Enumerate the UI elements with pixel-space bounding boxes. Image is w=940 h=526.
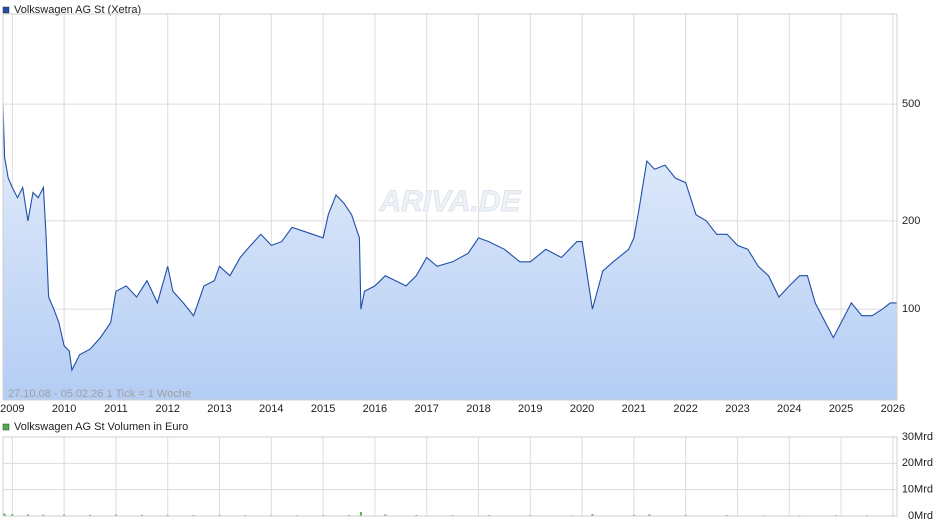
legend-swatch [2, 6, 10, 14]
x-tick-label: 2024 [777, 403, 801, 415]
watermark: ARIVA.DE [378, 185, 521, 218]
x-tick-label: 2020 [570, 403, 594, 415]
x-tick-label: 2022 [673, 403, 697, 415]
volume-bar [11, 514, 14, 516]
volume-bar [648, 514, 651, 516]
volume-bar [166, 514, 169, 516]
x-tick-label: 2014 [259, 403, 283, 415]
x-tick-label: 2011 [104, 403, 128, 415]
volume-bar [487, 514, 490, 516]
volume-bar [359, 512, 362, 516]
volume-bar [347, 514, 350, 516]
volume-bar [26, 514, 29, 516]
x-tick-label: 2018 [466, 403, 490, 415]
line [2, 104, 897, 372]
volume-bar [192, 514, 195, 516]
y-tick-label: 100 [902, 303, 920, 315]
legend-swatch [2, 423, 10, 431]
volume-plot: 0Mrd 10Mrd 20Mrd 30Mrd [3, 431, 933, 522]
y-tick-label: 500 [902, 98, 920, 110]
price-plot: 2009 2010 2011 2012 2013 2014 2015 2016 2017 2018… [0, 14, 920, 415]
x-tick-label: 2021 [622, 403, 646, 415]
x-tick-label: 2009 [0, 403, 24, 415]
x-tick-label: 2025 [829, 403, 853, 415]
chart-title: Volkswagen AG St Volumen in Euro [14, 421, 188, 433]
annotation: 27.10.08 - 05.02.26 1 Tick = 1 Woche [8, 388, 191, 400]
volume-bar [384, 514, 387, 516]
x-tick-label: 2013 [207, 403, 231, 415]
volume-bar [42, 514, 45, 516]
x-tick-label: 2015 [311, 403, 335, 415]
volume-bar [140, 514, 143, 516]
volume-bar [415, 514, 418, 516]
y-tick-label: 30Mrd [902, 431, 933, 443]
x-tick-label: 2017 [414, 403, 438, 415]
x-tick-label: 2012 [155, 403, 179, 415]
y-tick-label: 20Mrd [902, 457, 933, 469]
volume-bar [63, 514, 66, 516]
plot-frame [2, 436, 898, 517]
volume-bar [591, 514, 594, 516]
y-tick-label: 200 [902, 215, 920, 227]
volume-bar [684, 514, 687, 516]
x-tick-label: 2016 [363, 403, 387, 415]
y-tick-label: 10Mrd [902, 484, 933, 496]
volume-bar [89, 514, 92, 516]
volume-bar [114, 514, 117, 516]
x-tick-label: 2010 [52, 403, 76, 415]
volume-bar [632, 514, 635, 516]
x-tick-label: 2026 [881, 403, 905, 415]
volume-bar [3, 513, 6, 516]
area [3, 104, 897, 400]
y-tick-label: 0Mrd [908, 510, 933, 522]
x-tick-label: 2019 [518, 403, 542, 415]
plot-frame [2, 13, 898, 401]
chart-title: Volkswagen AG St (Xetra) [14, 4, 141, 16]
x-tick-label: 2023 [725, 403, 749, 415]
